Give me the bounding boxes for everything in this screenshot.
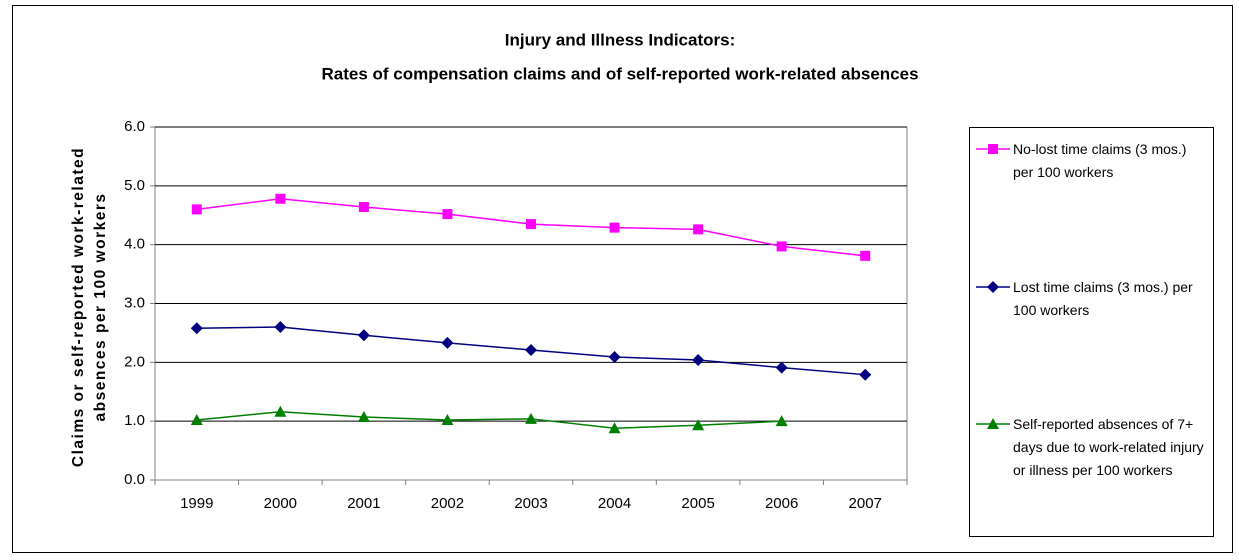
x-tick-label: 2003: [514, 495, 547, 512]
marker: [526, 219, 536, 230]
marker: [776, 241, 787, 252]
marker: [190, 322, 203, 335]
y-tick-label: 1.0: [124, 412, 145, 429]
marker: [357, 411, 370, 423]
y-axis-label: Claims or self-reported work-related abs…: [70, 146, 109, 468]
marker: [609, 222, 620, 233]
x-tick-label: 2002: [431, 495, 464, 512]
series-line: [196, 411, 782, 429]
marker: [442, 209, 453, 220]
marker: [274, 321, 287, 334]
marker: [525, 343, 537, 356]
x-tick-label: 2005: [681, 495, 714, 512]
marker: [693, 224, 704, 235]
x-tick-label: 1999: [180, 495, 213, 512]
chart-subtitle: Rates of compensation claims and of self…: [321, 64, 918, 83]
marker: [987, 281, 999, 293]
marker: [608, 422, 621, 434]
marker: [859, 368, 872, 381]
marker: [775, 361, 788, 374]
x-tick-label: 2004: [598, 495, 631, 512]
x-tick-label: 2006: [765, 495, 798, 512]
marker: [357, 329, 370, 342]
marker: [358, 202, 369, 213]
marker: [190, 413, 203, 425]
chart-title: Injury and Illness Indicators:: [505, 30, 736, 49]
legend-label: Lost time claims (3 mos.) per 100 worker…: [1013, 278, 1193, 318]
y-tick-label: 5.0: [124, 177, 145, 194]
y-tick-label: 4.0: [124, 236, 145, 253]
marker: [608, 351, 621, 364]
marker: [441, 413, 454, 425]
y-tick-label: 0.0: [124, 471, 145, 488]
legend-box: [969, 127, 1214, 537]
marker: [987, 418, 999, 429]
marker: [525, 412, 537, 424]
y-tick-label: 6.0: [124, 118, 145, 135]
y-tick-label: 3.0: [124, 294, 145, 311]
marker: [860, 250, 871, 261]
x-tick-label: 2007: [849, 495, 882, 512]
marker: [275, 193, 286, 204]
legend-label: Self-reported absences of 7+ days due to…: [1013, 415, 1204, 478]
marker: [775, 415, 788, 427]
y-tick-label: 2.0: [124, 353, 145, 370]
marker: [692, 353, 705, 366]
legend-label: No-lost time claims (3 mos.) per 100 wor…: [1013, 140, 1187, 180]
marker: [988, 144, 998, 154]
marker: [274, 405, 287, 417]
x-tick-label: 2000: [264, 495, 297, 512]
marker: [191, 204, 202, 215]
marker: [441, 336, 454, 349]
x-tick-label: 2001: [347, 495, 380, 512]
marker: [692, 419, 705, 431]
